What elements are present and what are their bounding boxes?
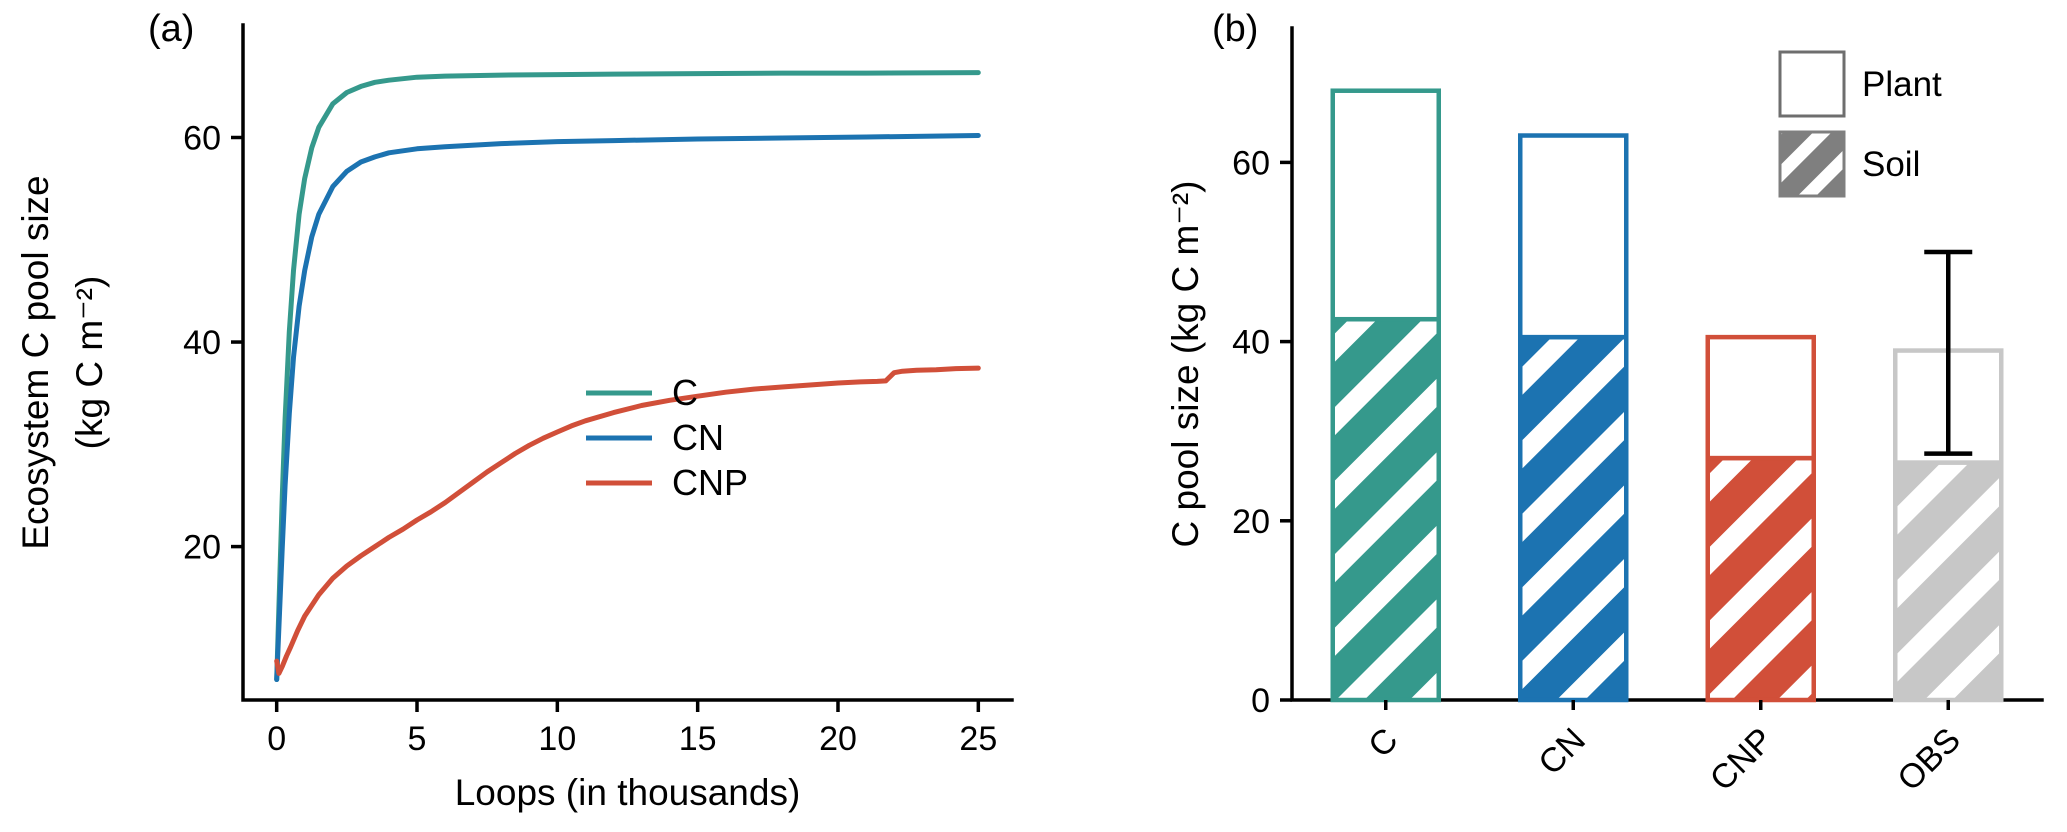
x-axis-label: Loops (in thousands): [455, 772, 801, 813]
y-axis-label: Ecosystem C pool size: [15, 175, 56, 549]
x-tick-label: 10: [538, 720, 576, 758]
axis-spines: [241, 23, 1014, 702]
y-axis-label: C pool size (kg C m⁻²): [1165, 181, 1206, 548]
x-tick-label: 25: [959, 720, 997, 758]
legend-label-Plant: Plant: [1862, 65, 1942, 104]
y-tick-label: 40: [1232, 324, 1270, 362]
error-bar: [1924, 249, 1973, 456]
bar-CNP-soil: [1705, 455, 1816, 703]
x-tick-label: 0: [267, 720, 286, 758]
legend-swatch-Plant: [1778, 50, 1846, 118]
series-CN-line: [274, 133, 981, 682]
y-tick-label: 60: [183, 120, 221, 158]
stacked-bar-chart: 0 20 40 60 C pool size (kg C m⁻²) C CN CNP OBS Pl…: [1165, 26, 2044, 799]
legend-label-CN: CN: [672, 417, 724, 458]
series-CNP-line: [274, 365, 981, 676]
y-tick-label: 0: [1251, 682, 1270, 720]
panel-a: (a) 0 5 10 15 20 25 20 40 60 Loops (in thousands)…: [15, 8, 1014, 813]
legend-swatch-Soil: [1778, 130, 1846, 198]
bar-C-soil: [1330, 316, 1441, 703]
y-tick-label: 20: [1232, 503, 1270, 541]
legend-label-C: C: [672, 372, 698, 413]
series-C-line: [274, 70, 981, 682]
category-label-CN: CN: [1531, 721, 1593, 783]
category-label-OBS: OBS: [1890, 721, 1968, 799]
x-tick-label: 15: [679, 720, 717, 758]
bar-CNP-plant: [1705, 334, 1816, 461]
panel-a-label: (a): [148, 8, 195, 50]
x-tick-label: 20: [819, 720, 857, 758]
category-label-CNP: CNP: [1703, 721, 1781, 799]
panel-b-label: (b): [1212, 8, 1259, 50]
bar-CN-plant: [1518, 133, 1629, 340]
legend: Plant Soil: [1778, 50, 1942, 198]
y-tick-label: 20: [183, 529, 221, 567]
x-tick-label: 5: [408, 720, 427, 758]
legend-label-CNP: CNP: [672, 462, 748, 503]
bar-CN-soil: [1518, 334, 1629, 703]
legend-label-Soil: Soil: [1862, 145, 1920, 184]
y-axis-label: (kg C m⁻²): [69, 276, 110, 450]
bar-C-plant: [1330, 88, 1441, 322]
y-tick-label: 40: [183, 324, 221, 362]
category-label-C: C: [1361, 721, 1405, 765]
axes: 0 5 10 15 20 25 20 40 60: [183, 23, 1014, 758]
panel-b: (b) 0 20 40 60 C pool size (kg C m⁻²) C CN CNP O…: [1080, 0, 2067, 832]
y-tick-label: 60: [1232, 144, 1270, 182]
line-chart: 0 5 10 15 20 25 20 40 60 Loops (in thousands) Ecos…: [15, 23, 1014, 813]
bar-OBS-soil: [1893, 460, 2004, 703]
